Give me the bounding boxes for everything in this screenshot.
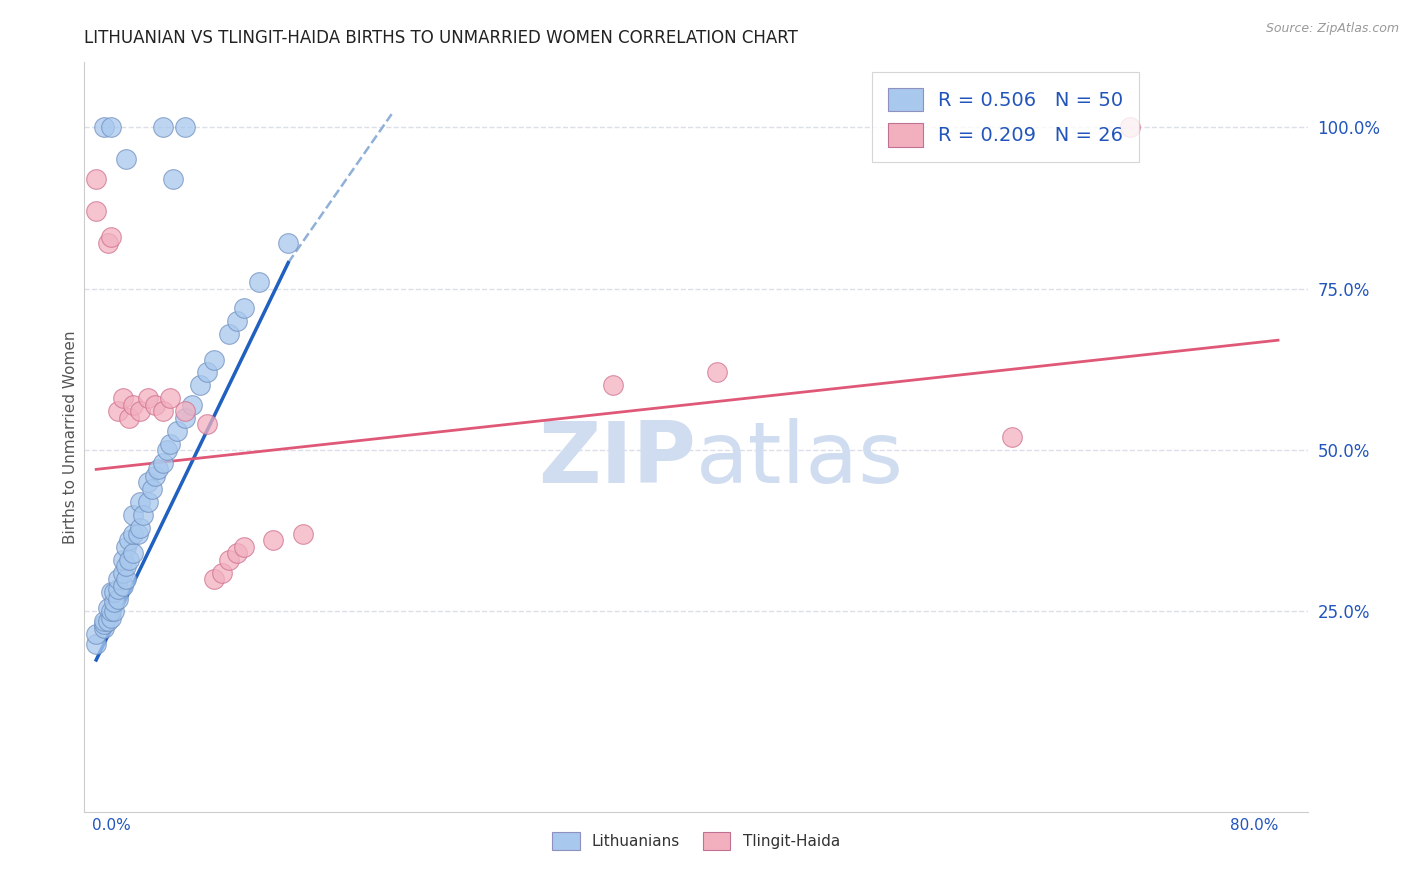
Point: [122, 546, 145, 560]
Point: [111, 579, 134, 593]
Point: [706, 366, 728, 380]
Point: [100, 611, 122, 625]
Point: [195, 366, 218, 380]
Point: [232, 540, 254, 554]
Point: [84, 627, 107, 641]
Point: [103, 595, 125, 609]
Point: [195, 417, 218, 432]
Point: [103, 605, 125, 619]
Point: [218, 553, 240, 567]
Point: [292, 527, 315, 541]
Text: 0.0%: 0.0%: [91, 818, 131, 833]
Point: [100, 230, 122, 244]
Point: [218, 326, 240, 341]
Point: [118, 410, 141, 425]
Point: [122, 508, 145, 522]
Point: [93, 614, 115, 628]
Point: [247, 275, 270, 289]
Point: [93, 621, 115, 635]
Point: [211, 566, 233, 580]
Legend: Lithuanians, Tlingit-Haida: Lithuanians, Tlingit-Haida: [546, 826, 846, 856]
Point: [97, 614, 120, 628]
Text: Source: ZipAtlas.com: Source: ZipAtlas.com: [1265, 22, 1399, 36]
Point: [129, 404, 152, 418]
Point: [152, 120, 174, 134]
Point: [173, 410, 195, 425]
Point: [202, 572, 225, 586]
Point: [129, 520, 152, 534]
Point: [162, 171, 184, 186]
Text: 80.0%: 80.0%: [1230, 818, 1278, 833]
Point: [225, 546, 247, 560]
Point: [143, 468, 166, 483]
Point: [100, 605, 122, 619]
Point: [84, 171, 107, 186]
Point: [1001, 430, 1024, 444]
Point: [100, 585, 122, 599]
Point: [136, 494, 159, 508]
Point: [111, 392, 134, 406]
Point: [114, 540, 136, 554]
Point: [143, 398, 166, 412]
Point: [118, 533, 141, 548]
Point: [107, 404, 129, 418]
Point: [84, 637, 107, 651]
Point: [127, 527, 149, 541]
Point: [111, 553, 134, 567]
Point: [152, 404, 174, 418]
Point: [136, 392, 159, 406]
Point: [225, 314, 247, 328]
Point: [1119, 120, 1142, 134]
Y-axis label: Births to Unmarried Women: Births to Unmarried Women: [63, 330, 77, 544]
Point: [159, 436, 181, 450]
Text: LITHUANIAN VS TLINGIT-HAIDA BIRTHS TO UNMARRIED WOMEN CORRELATION CHART: LITHUANIAN VS TLINGIT-HAIDA BIRTHS TO UN…: [84, 29, 799, 47]
Point: [136, 475, 159, 490]
Point: [602, 378, 624, 392]
Point: [129, 494, 152, 508]
Text: ZIP: ZIP: [538, 418, 696, 501]
Point: [84, 204, 107, 219]
Point: [173, 404, 195, 418]
Point: [114, 559, 136, 574]
Point: [202, 352, 225, 367]
Text: atlas: atlas: [696, 418, 904, 501]
Point: [122, 527, 145, 541]
Point: [262, 533, 284, 548]
Point: [107, 591, 129, 606]
Point: [93, 120, 115, 134]
Point: [111, 566, 134, 580]
Point: [132, 508, 155, 522]
Point: [107, 582, 129, 596]
Point: [181, 398, 204, 412]
Point: [188, 378, 211, 392]
Point: [148, 462, 170, 476]
Point: [232, 301, 254, 315]
Point: [156, 442, 179, 457]
Point: [93, 617, 115, 632]
Point: [103, 585, 125, 599]
Point: [118, 553, 141, 567]
Point: [107, 572, 129, 586]
Point: [114, 572, 136, 586]
Point: [122, 398, 145, 412]
Point: [152, 456, 174, 470]
Point: [114, 153, 136, 167]
Point: [166, 424, 188, 438]
Point: [277, 236, 299, 251]
Point: [97, 601, 120, 615]
Point: [97, 236, 120, 251]
Point: [159, 392, 181, 406]
Point: [141, 482, 163, 496]
Point: [173, 120, 195, 134]
Point: [100, 120, 122, 134]
